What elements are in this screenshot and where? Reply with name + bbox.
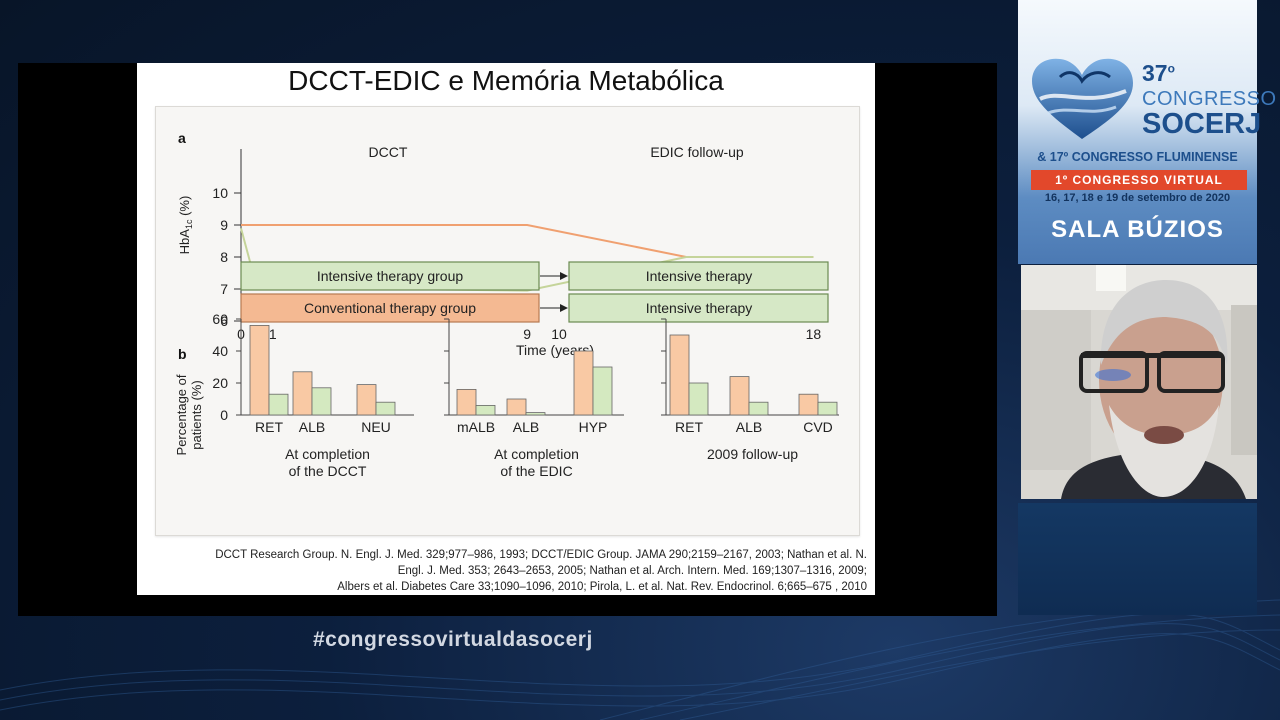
bar-group-caption: of the DCCT — [289, 463, 367, 479]
group-label-intensive-edic-2: Intensive therapy — [646, 300, 753, 316]
y-tick-label: 7 — [220, 281, 228, 297]
virtual-congress-badge: 1º CONGRESSO VIRTUAL — [1031, 170, 1247, 190]
y-axis-title-hba1c: HbA1c (%) — [177, 196, 194, 255]
bar-malb-conventional — [456, 388, 477, 416]
y-tick-label: 6 — [220, 313, 228, 329]
category-label: RET — [675, 419, 703, 435]
speaker-webcam-feed — [1021, 265, 1257, 499]
figure-panel: a DCCT EDIC follow-up HbA1c (%) 6 7 8 9 10 I… — [155, 106, 860, 536]
arrow-to-edic-2 — [540, 304, 568, 312]
bar-ret-intensive — [268, 393, 289, 416]
category-label: NEU — [361, 419, 391, 435]
x-tick-label: 9 — [523, 326, 531, 342]
bar-cvd-intensive — [817, 401, 838, 416]
arrow-to-edic-1 — [540, 272, 568, 280]
event-subtitle: & 17º CONGRESSO FLUMINENSE — [1037, 150, 1238, 164]
socerj-heart-logo-icon — [1032, 58, 1133, 139]
bar-group-caption: of the EDIC — [500, 463, 572, 479]
period-label-dcct: DCCT — [369, 144, 408, 160]
group-box-conventional-dcct — [240, 293, 540, 323]
bar-neu-intensive — [375, 401, 396, 416]
event-congress-word: CONGRESSO — [1142, 88, 1277, 110]
x-tick-label: 18 — [806, 326, 822, 342]
room-name: SALA BÚZIOS — [1051, 216, 1224, 243]
bar-alb-conventional — [292, 371, 313, 416]
y-tick-label: 8 — [220, 249, 228, 265]
event-edition: 37o — [1142, 60, 1175, 86]
speaker-video-image — [1021, 265, 1257, 499]
y-tick-label: 9 — [220, 217, 228, 233]
y-tick-label: 60 — [212, 311, 228, 327]
slide-title: DCCT-EDIC e Memória Metabólica — [288, 65, 724, 96]
bar-alb-conventional — [506, 398, 527, 416]
group-label-conventional-dcct: Conventional therapy group — [304, 300, 476, 316]
citation-line: DCCT Research Group. N. Engl. J. Med. 32… — [215, 549, 867, 561]
x-tick-label: 10 — [551, 326, 567, 342]
bar-ret-conventional — [669, 334, 690, 416]
category-label: ALB — [513, 419, 539, 435]
category-label: ALB — [736, 419, 762, 435]
event-dates: 16, 17, 18 e 19 de setembro de 2020 — [1044, 192, 1231, 204]
group-box-intensive-dcct — [240, 261, 540, 291]
bar-ret-intensive — [688, 382, 709, 416]
bar-hyp-intensive — [592, 366, 613, 416]
bar-group-caption: At completion — [285, 446, 370, 462]
category-label: CVD — [803, 419, 833, 435]
bar-hyp-conventional — [573, 350, 594, 416]
bar-group-caption: 2009 follow-up — [707, 446, 798, 462]
citation-line: Albers et al. Diabetes Care 33;1090–1096… — [337, 581, 867, 593]
event-banner: 37o CONGRESSO SOCERJ & 17º CONGRESSO FLU… — [1018, 0, 1276, 264]
category-label: RET — [255, 419, 283, 435]
bar-ret-conventional — [249, 324, 270, 416]
group-label-intensive-dcct: Intensive therapy group — [317, 268, 464, 284]
y-tick-label: 0 — [220, 407, 228, 423]
period-label-edic: EDIC follow-up — [650, 144, 744, 160]
bar-alb-intensive — [311, 387, 332, 416]
y-tick-label: 40 — [212, 343, 228, 359]
bar-cvd-conventional — [798, 393, 819, 416]
group-label-intensive-edic-1: Intensive therapy — [646, 268, 753, 284]
bar-neu-conventional — [356, 384, 377, 416]
citation-line: Engl. J. Med. 353; 2643–2653, 2005; Nath… — [397, 565, 867, 577]
side-panel — [1018, 503, 1257, 615]
category-label: ALB — [299, 419, 325, 435]
x-tick-label: 1 — [269, 326, 277, 342]
category-label: HYP — [579, 419, 608, 435]
y-tick-label: 20 — [212, 375, 228, 391]
group-box-intensive-edic-1 — [568, 261, 829, 291]
category-label: mALB — [457, 419, 495, 435]
y-axis-title-line1: Percentage of — [174, 374, 189, 455]
group-box-intensive-edic-2 — [568, 293, 829, 323]
event-society-name: SOCERJ — [1142, 108, 1262, 140]
bar-alb-intensive — [525, 412, 546, 416]
panel-b-label: b — [178, 346, 187, 362]
y-axis-title-line2: patients (%) — [189, 380, 204, 449]
presentation-slide: DCCT-EDIC e Memória Metabólica a DCCT ED… — [137, 63, 875, 595]
bar-alb-intensive — [748, 401, 769, 416]
panel-a-label: a — [178, 130, 186, 146]
y-tick-label: 10 — [212, 185, 228, 201]
bar-alb-conventional — [729, 376, 750, 416]
bar-group-caption: At completion — [494, 446, 579, 462]
citation-text: DCCT Research Group. N. Engl. J. Med. 32… — [147, 547, 867, 595]
series-line-conventional — [241, 224, 814, 258]
background-wave-pattern — [0, 599, 1280, 720]
bar-malb-intensive — [475, 404, 496, 416]
event-hashtag: #congressovirtualdasocerj — [313, 628, 593, 651]
